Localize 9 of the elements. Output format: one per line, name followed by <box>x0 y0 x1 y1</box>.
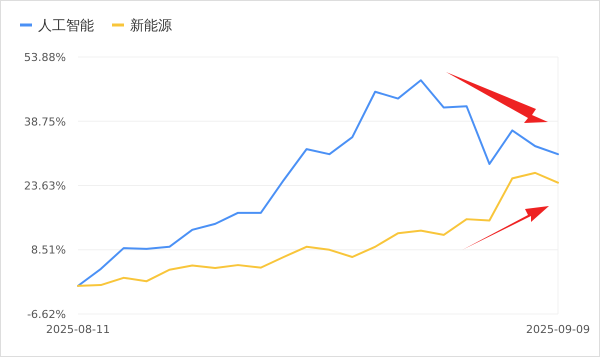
y-tick-label: 53.88% <box>24 51 66 64</box>
y-tick-label: 23.63% <box>24 180 66 192</box>
y-tick-label: 8.51% <box>31 244 66 257</box>
x-tick-label: 2025-09-09 <box>526 323 590 336</box>
y-tick-label: 38.75% <box>24 115 66 128</box>
y-tick-label: -6.62% <box>27 308 66 321</box>
legend-label: 新能源 <box>130 18 172 34</box>
x-tick-label: 2025-08-11 <box>46 323 110 336</box>
legend-label: 人工智能 <box>38 18 94 34</box>
